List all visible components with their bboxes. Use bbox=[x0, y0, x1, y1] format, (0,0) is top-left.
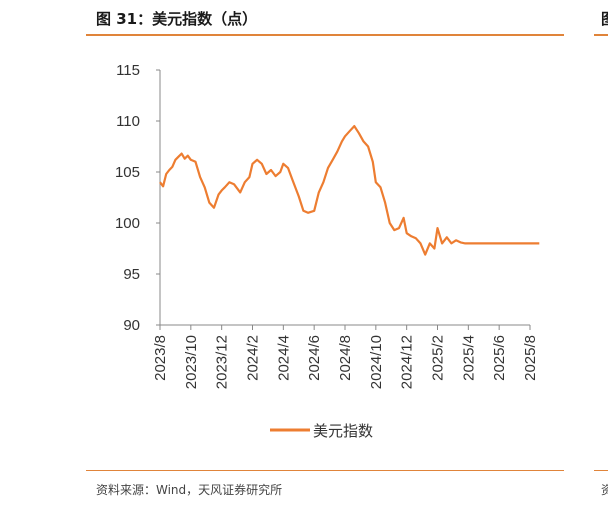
x-tick-label: 2025/2 bbox=[430, 335, 447, 381]
y-axis: 115 110 105 100 95 90 bbox=[115, 62, 160, 334]
x-tick-label: 2025/8 bbox=[522, 335, 539, 381]
x-tick-label: 2024/10 bbox=[368, 335, 385, 389]
source-divider bbox=[86, 470, 564, 471]
x-tick-label: 2024/12 bbox=[399, 335, 416, 389]
y-tick-label: 110 bbox=[116, 113, 140, 130]
x-tick-label: 2024/6 bbox=[306, 335, 323, 381]
x-axis: 2023/8 2023/10 2023/12 2024/2 2024/4 2024/6 20… bbox=[152, 325, 539, 389]
next-source-divider bbox=[594, 470, 608, 471]
y-tick-label: 100 bbox=[115, 215, 140, 232]
figure-title: 图 31：美元指数（点） bbox=[96, 10, 258, 28]
x-tick-label: 2023/8 bbox=[152, 335, 169, 381]
next-title-divider bbox=[594, 34, 608, 36]
x-tick-label: 2024/8 bbox=[337, 335, 354, 381]
x-tick-label: 2024/4 bbox=[275, 335, 292, 381]
x-tick-label: 2024/2 bbox=[245, 335, 262, 381]
legend-label: 美元指数 bbox=[313, 422, 373, 440]
legend: 美元指数 bbox=[270, 422, 373, 440]
next-figure-title-fragment: 图 bbox=[601, 8, 608, 29]
x-tick-label: 2025/6 bbox=[491, 335, 508, 381]
source-note: 资料来源：Wind，天风证券研究所 bbox=[96, 483, 283, 497]
title-divider bbox=[86, 34, 564, 36]
y-tick-label: 115 bbox=[116, 62, 140, 79]
y-tick-label: 90 bbox=[123, 317, 140, 334]
x-tick-label: 2023/10 bbox=[183, 335, 200, 389]
x-tick-label: 2023/12 bbox=[214, 335, 231, 389]
y-tick-label: 95 bbox=[123, 266, 140, 283]
y-tick-label: 105 bbox=[115, 164, 140, 181]
x-tick-label: 2025/4 bbox=[460, 335, 477, 381]
next-source-fragment: 资 bbox=[601, 483, 608, 497]
usd-index-series-line bbox=[159, 125, 540, 256]
